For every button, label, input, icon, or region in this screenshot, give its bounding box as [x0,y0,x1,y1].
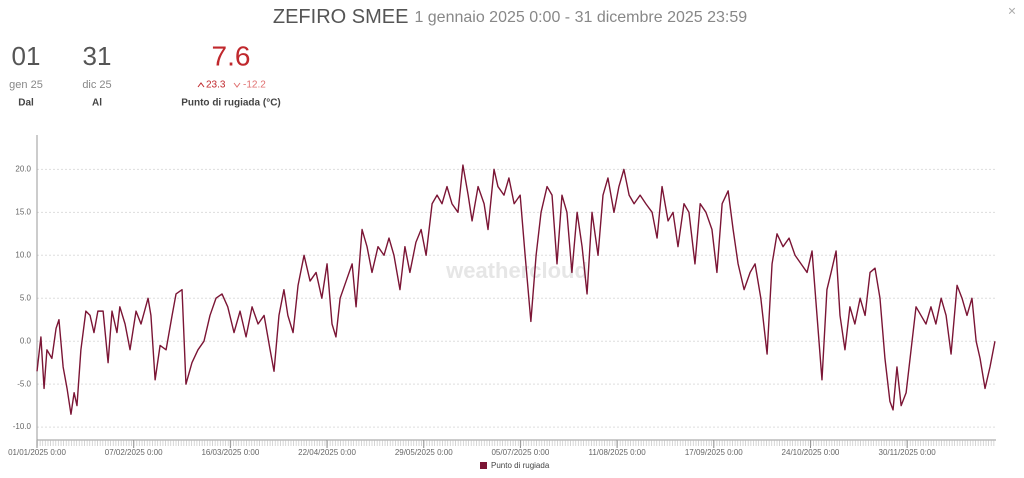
x-tick-label: 29/05/2025 0:00 [395,448,453,457]
stat-value: 01 [12,41,41,71]
header: ZEFIRO SMEE 1 gennaio 2025 0:00 - 31 dice… [273,6,747,28]
data-line [36,164,996,415]
legend-label: Punto di rugiada [491,461,550,470]
stat-max: 23.3 [206,80,226,91]
stat-min: -12.2 [243,80,266,91]
y-tick-label: 0.0 [20,336,32,345]
close-button[interactable]: × [1008,3,1016,19]
legend-swatch [480,462,487,469]
minor-ticks [37,440,995,446]
x-tick-label: 22/04/2025 0:00 [298,448,356,457]
y-tick-label: -5.0 [17,379,31,388]
y-tick-label: -10.0 [13,422,32,431]
stat-sub: gen 25 [9,79,43,91]
min-arrow [233,82,241,88]
max-arrow [197,82,205,88]
y-tick-label: 5.0 [20,293,32,302]
x-tick-label: 16/03/2025 0:00 [201,448,259,457]
x-tick-label: 17/09/2025 0:00 [685,448,743,457]
x-tick-label: 24/10/2025 0:00 [782,448,840,457]
stat-sub: dic 25 [82,79,111,91]
stat-value: 7.6 [212,40,251,71]
y-tick-label: 15.0 [15,207,31,216]
x-tick-label: 11/08/2025 0:00 [588,448,646,457]
subtitle: 1 gennaio 2025 0:00 - 31 dicembre 2025 2… [414,9,747,26]
stat-label: Dal [18,98,34,109]
x-tick-label: 01/01/2025 0:00 [8,448,66,457]
x-tick-label: 07/02/2025 0:00 [105,448,163,457]
y-tick-label: 10.0 [15,250,31,259]
y-tick-label: 20.0 [15,164,31,173]
title: ZEFIRO SMEE [273,6,409,28]
plot: -10.0 -5.0 0.0 5.0 10.0 15.0 20.0 01/01/2025 0:… [8,135,996,470]
stat-label: Punto di rugiada (°C) [181,98,281,109]
stat-label: Al [92,98,102,109]
watermark: weathercloud [445,258,588,283]
x-tick-label: 05/07/2025 0:00 [491,448,549,457]
x-tick-label: 30/11/2025 0:00 [879,448,937,457]
stat-value: 31 [83,41,112,71]
